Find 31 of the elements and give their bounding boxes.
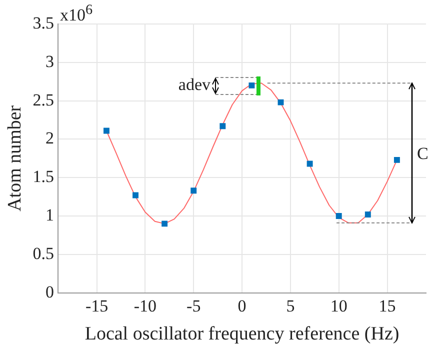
x-tick-label: 15: [378, 296, 396, 316]
x-tick-label: -5: [186, 296, 201, 316]
point: [248, 82, 255, 88]
y-tick-label: 3.5: [32, 13, 54, 32]
point: [162, 220, 168, 227]
y-tick-label: 2: [46, 128, 54, 148]
point: [306, 160, 313, 167]
point: [336, 213, 342, 219]
y-tick-label: 1: [46, 205, 54, 224]
point: [278, 99, 284, 106]
x-tick-label: 0: [238, 296, 246, 316]
x-axis-title: Local oscillator frequency reference (Hz): [84, 324, 400, 345]
annotation: C: [417, 144, 428, 164]
x-tick-label: 10: [330, 296, 348, 316]
y-tick-label: 0.5: [32, 244, 54, 263]
point: [132, 192, 138, 198]
point: [364, 211, 371, 218]
y-tick-label: 3: [46, 52, 54, 71]
annotation: x10$^{6}$: [60, 2, 93, 26]
y-tick-label: 1.5: [32, 167, 54, 186]
point: [103, 128, 110, 134]
y-axis-title: Atom number: [4, 104, 26, 212]
point: [220, 123, 226, 130]
y-tick-label: 0: [46, 282, 54, 302]
x-tick-label: -15: [85, 296, 108, 316]
point: [394, 156, 400, 163]
x-tick-label: -10: [134, 296, 157, 316]
y-tick-label: 2.5: [32, 90, 54, 110]
x-tick-label: 5: [286, 296, 295, 316]
point: [190, 188, 197, 194]
annotation: adev: [178, 74, 211, 94]
